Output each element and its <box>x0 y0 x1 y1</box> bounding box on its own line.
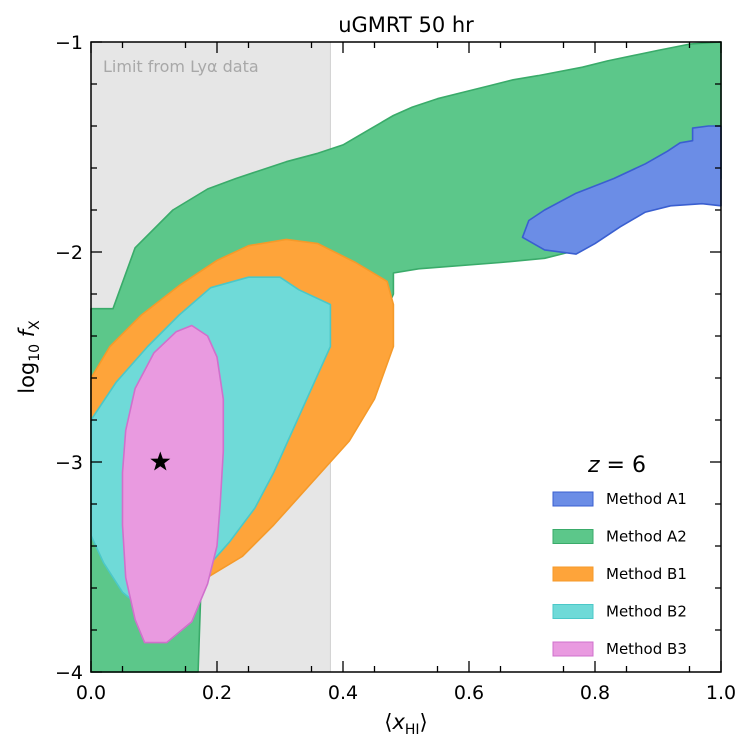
legend-swatch <box>552 529 594 544</box>
x-tick-label: 0.2 <box>202 682 232 704</box>
y-tick-label: −1 <box>55 32 83 54</box>
chart-title: uGMRT 50 hr <box>338 13 474 37</box>
y-tick-label: −2 <box>55 242 83 264</box>
marker-layer <box>150 451 171 471</box>
legend-label: Method B3 <box>606 640 687 658</box>
plot-frame <box>90 41 722 673</box>
legend-swatch <box>552 641 594 657</box>
series-layer <box>90 41 722 673</box>
legend-swatch <box>552 491 594 507</box>
legend-title: z = 6 <box>587 453 646 478</box>
region-label: Limit from Lyα data <box>103 57 259 76</box>
legend: z = 6 Method A1 Method A2 Method B1 Method … <box>552 453 687 658</box>
x-tick-label: 0.8 <box>580 682 610 704</box>
legend-label: Method B2 <box>606 603 687 621</box>
y-axis-title: log10 fX <box>15 320 43 394</box>
legend-swatch <box>552 566 594 582</box>
y-tick-label: −3 <box>55 452 83 474</box>
region-method-a1 <box>521 125 722 255</box>
y-tick-label: −4 <box>55 662 83 684</box>
x-tick-label: 1.0 <box>706 682 736 704</box>
legend-label: Method B1 <box>606 565 687 583</box>
x-tick-label: 0.0 <box>76 682 106 704</box>
x-tick-label: 0.6 <box>454 682 484 704</box>
legend-label: Method A1 <box>606 490 687 508</box>
region-method-b3 <box>121 324 225 644</box>
true-value-star-marker <box>150 451 171 471</box>
legend-swatch <box>552 604 594 619</box>
x-axis-title: ⟨xHI⟩ <box>384 710 428 738</box>
legend-label: Method A2 <box>606 528 687 546</box>
x-tick-label: 0.4 <box>328 682 358 704</box>
tick-layer: 0.0 0.2 0.4 0.6 0.8 1.0 −4 −3 −2 −1 <box>55 32 736 704</box>
